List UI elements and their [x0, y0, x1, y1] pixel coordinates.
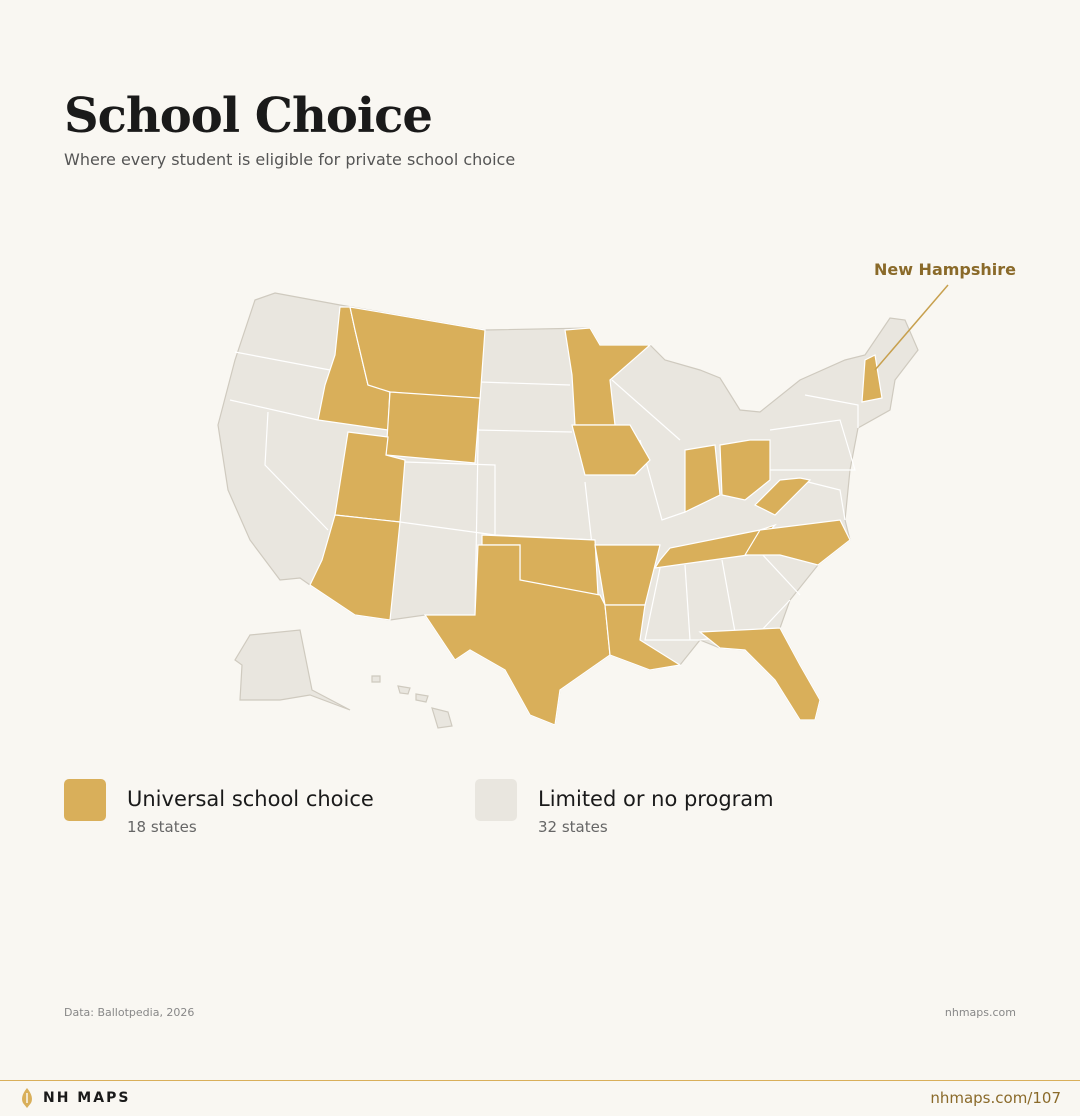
state-west-virginia — [753, 477, 812, 516]
state-borders — [611, 379, 681, 441]
state-borders — [721, 559, 736, 633]
state-borders — [769, 419, 856, 471]
hawaii — [415, 693, 429, 703]
state-new-hampshire — [861, 354, 883, 403]
subtitle: Where every student is eligible for priv… — [64, 150, 516, 169]
state-texas — [423, 544, 611, 726]
annotation: New Hampshire — [874, 260, 1016, 279]
state-indiana — [684, 444, 721, 513]
state-borders — [804, 394, 859, 428]
state-borders — [799, 479, 846, 521]
state-arizona — [309, 514, 401, 621]
annotation-leader — [874, 284, 949, 371]
legend-swatch — [475, 779, 517, 821]
state-borders — [404, 461, 496, 535]
state-florida — [698, 627, 821, 721]
brand: NH MAPS — [43, 1090, 131, 1106]
state-borders — [479, 381, 571, 386]
us-map: New Hampshire — [217, 260, 1016, 729]
legend-count: 18 states — [127, 818, 197, 836]
state-borders — [234, 351, 331, 371]
state-borders — [264, 411, 329, 531]
state-wyoming — [385, 391, 481, 464]
state-borders — [644, 567, 791, 641]
state-borders — [759, 551, 801, 596]
state-ohio — [719, 439, 771, 501]
state-borders — [639, 439, 686, 521]
state-montana — [349, 306, 486, 401]
state-borders — [684, 564, 691, 641]
link[interactable]: nhmaps.com/107 — [930, 1089, 1061, 1107]
legend-label: Limited or no program — [538, 787, 774, 811]
state-iowa — [571, 424, 651, 476]
state-borders — [229, 399, 319, 421]
state-north-carolina — [743, 519, 851, 566]
footer-bar: NH MAPS nhmaps.com/107 — [0, 1080, 1080, 1116]
legend-swatch — [64, 779, 106, 821]
legend-count: 32 states — [538, 818, 608, 836]
state-minnesota — [564, 327, 652, 426]
legend-label: Universal school choice — [127, 787, 374, 811]
alaska — [234, 629, 351, 711]
hawaii — [431, 707, 453, 729]
logo — [22, 1088, 32, 1108]
hawaii — [397, 685, 411, 695]
state-louisiana — [604, 604, 682, 671]
state-borders — [475, 429, 573, 433]
hawaii — [371, 675, 381, 683]
title: School Choice — [64, 88, 433, 144]
site: nhmaps.com — [944, 1006, 1016, 1019]
state-tennessee — [653, 523, 777, 569]
source: Data: Ballotpedia, 2026 — [64, 1006, 195, 1019]
